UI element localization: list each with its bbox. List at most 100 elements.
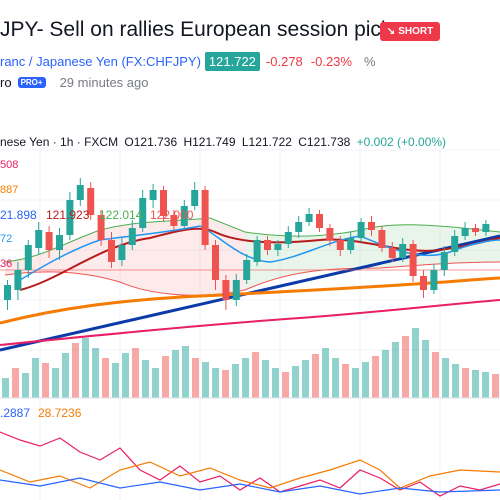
volume-bar — [452, 364, 459, 398]
volume-bar — [172, 350, 179, 398]
volume-bar — [392, 342, 399, 398]
volume-bar — [162, 356, 169, 398]
volume-bar — [142, 360, 149, 398]
candle-body — [66, 200, 74, 235]
volume-bar — [12, 368, 19, 398]
candle-body — [336, 240, 344, 250]
volume-bar — [62, 353, 69, 398]
indicator-value-1: .2887 — [0, 406, 31, 420]
ohlc-high: H121.749 — [183, 135, 236, 149]
volume-bar — [262, 360, 269, 398]
volume-bar — [462, 368, 469, 398]
volume-bar — [302, 360, 309, 398]
candle-body — [430, 270, 438, 290]
candle-body — [212, 245, 219, 280]
candle-body — [274, 244, 282, 250]
volume-bar — [272, 368, 279, 398]
symbol-link[interactable]: ranc / Japanese Yen (FX:CHFJPY) — [0, 54, 201, 69]
ohlc-close: C121.738 — [298, 135, 351, 149]
percent-icon[interactable]: % — [363, 53, 376, 69]
candle-body — [118, 245, 126, 260]
candle-body — [35, 230, 43, 248]
volume-bar — [442, 358, 449, 398]
ohlc-change: +0.002 (+0.00%) — [356, 135, 447, 149]
candle-body — [378, 230, 386, 248]
volume-bar — [382, 350, 389, 398]
candle-body — [232, 280, 240, 300]
candle-body — [14, 270, 22, 290]
candle-body — [440, 252, 448, 270]
candle-body — [243, 260, 251, 280]
volume-bar — [72, 343, 79, 398]
volume-bar — [232, 364, 239, 398]
volume-bar — [372, 356, 379, 398]
oscillator-blue-line — [0, 477, 500, 495]
ichimoku-value-2: 121.923 — [46, 208, 90, 222]
candle-body — [97, 215, 105, 240]
candle-body — [461, 228, 469, 236]
candle-body — [284, 232, 292, 244]
volume-bar — [352, 368, 359, 398]
ma-label-2: 887 — [0, 184, 19, 196]
candle-body — [295, 222, 303, 232]
volume-bar — [222, 370, 229, 398]
pro-badge: PRO+ — [17, 76, 46, 88]
author-row: ro PRO+ 29 minutes ago — [0, 72, 148, 92]
chart-grid — [0, 140, 500, 500]
volume-bar — [112, 363, 119, 398]
volume-bar — [242, 358, 249, 398]
candle-body — [149, 190, 157, 200]
candle-body — [472, 228, 479, 232]
volume-bars — [2, 328, 499, 398]
symbol-name: ranc / Japanese Yen — [0, 53, 118, 69]
candle-body — [222, 280, 230, 300]
candle-body — [24, 245, 32, 270]
candle-body — [201, 190, 209, 245]
ma-label-1: 508 — [0, 159, 19, 171]
candle-body — [305, 214, 313, 222]
candle-body — [482, 224, 490, 232]
volume-bar — [132, 348, 139, 398]
ichimoku-value-4: 122.000 — [150, 208, 194, 222]
volume-bar — [312, 354, 319, 398]
price-chart[interactable] — [0, 128, 500, 500]
down-arrow-icon: ↘ — [386, 26, 396, 37]
volume-bar — [412, 328, 419, 398]
volume-bar — [252, 352, 259, 398]
candle-body — [347, 238, 355, 250]
ohlc-legend: nese Yen · 1h · FXCM O121.736 H121.749 L… — [0, 135, 449, 149]
candle-body — [180, 206, 188, 226]
moving-average-orange — [0, 276, 500, 325]
volume-bar — [2, 378, 9, 398]
candle-body — [399, 244, 407, 258]
candle-body — [409, 244, 417, 276]
candle-body — [87, 188, 95, 215]
volume-bar — [472, 370, 479, 398]
volume-bar — [22, 373, 29, 398]
indicator-value-2: 28.7236 — [38, 406, 82, 420]
symbol-price: 121.722 — [204, 51, 260, 71]
candle-body — [4, 285, 11, 300]
candle-body — [316, 214, 323, 228]
volume-bar — [82, 338, 89, 398]
volume-bar — [192, 358, 199, 398]
candle-body — [139, 198, 147, 228]
short-badge: ↘ SHORT — [380, 22, 440, 41]
volume-bar — [342, 364, 349, 398]
ichimoku-value-3: 122.014 — [99, 208, 143, 222]
volume-bar — [422, 340, 429, 398]
candlesticks — [4, 178, 490, 310]
volume-bar — [212, 368, 219, 398]
volume-bar — [402, 336, 409, 398]
volume-bar — [282, 372, 289, 398]
author-name[interactable]: ro — [0, 74, 12, 90]
candle-body — [108, 240, 115, 262]
volume-bar — [322, 348, 329, 398]
volume-bar — [152, 368, 159, 398]
volume-bar — [102, 358, 109, 398]
candle-body — [420, 276, 427, 290]
candle-body — [170, 215, 178, 226]
volume-bar — [482, 372, 489, 398]
oscillator-orange-line — [0, 459, 500, 489]
publish-time: 29 minutes ago — [59, 74, 149, 90]
